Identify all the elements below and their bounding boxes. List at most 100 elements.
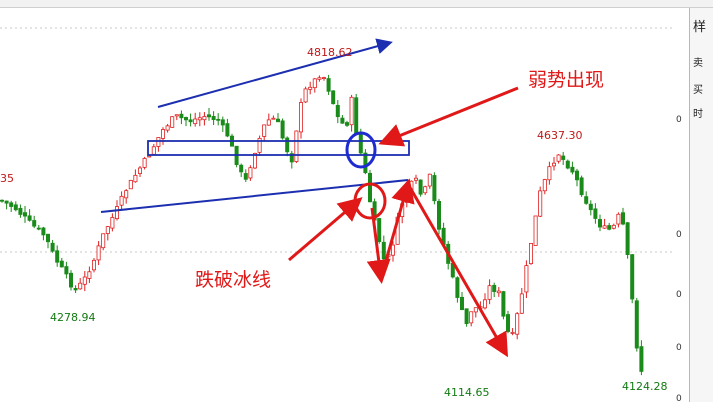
candle-body [588,203,593,211]
candle-body [552,162,557,167]
candle-body [165,125,170,131]
panel-label-time: 时 [693,109,703,120]
candle-body [354,97,359,134]
candle-body [469,311,474,324]
candle-body [170,116,175,128]
candle-body [147,155,152,158]
lower-trend-line [100,179,409,213]
candle-body [579,177,584,196]
price-tick: 0 [676,343,682,353]
candle-body [358,131,363,154]
support-box [147,140,410,156]
weak-arrow [378,86,519,147]
candle-body [275,118,280,123]
candle-body [317,77,322,80]
candle-body [496,290,501,294]
candle-body [524,265,529,293]
candle-body [377,218,382,243]
peak2-label: 4637.30 [537,129,583,142]
candle-body [41,227,46,236]
candle-body [294,130,299,162]
candle-body [243,173,248,180]
candle-body [482,299,487,309]
candles-group [0,74,644,376]
candle-body [625,222,630,255]
candle-body [547,166,552,181]
candle-body [639,346,644,372]
candle-body [542,179,547,192]
candle-body [367,172,372,203]
candle-body [616,213,621,225]
candle-body [59,260,64,268]
candle-body [280,120,285,139]
candle-body [611,224,616,229]
candle-body [459,296,464,311]
candle-body [621,212,626,225]
candle-body [575,170,580,181]
candle-body [133,174,138,183]
candle-body [262,124,267,137]
candle-body [533,215,538,246]
candle-body [36,227,41,230]
candle-body [538,190,543,217]
weak-callout: 弱势出现 [528,69,604,91]
candle-body [4,200,9,204]
candle-body [124,190,129,199]
candle-body [55,250,60,263]
candle-body [298,102,303,133]
candle-body [69,272,74,288]
panel-label-stock[interactable]: 样 [693,20,707,35]
candle-body [308,86,313,90]
candle-body [418,179,423,195]
candle-body [252,152,257,169]
candle-body [27,215,32,221]
candle-body [556,154,561,162]
candle-body [432,175,437,202]
candle-body [285,137,290,153]
high-label: 4818.62 [307,46,353,59]
candle-body [271,117,276,120]
candle-body [321,77,326,79]
candle-body [119,195,124,206]
candle-body [193,118,198,125]
price-tick: 0 [676,230,682,240]
candle-body [202,116,207,121]
quote-side-panel[interactable]: 样 卖 买 时 [689,8,713,402]
candle-body [96,245,101,261]
blue-circle [345,131,377,169]
candle-body [0,199,4,202]
candle-body [593,208,598,219]
candle-body [303,88,308,103]
candle-body [455,277,460,298]
candle-body [584,196,589,204]
candle-body [289,153,294,163]
candle-body [335,104,340,118]
candle-body [598,219,603,228]
candle-body [50,242,55,252]
candle-body [529,243,534,265]
candle-body [363,152,368,174]
candle-body [248,167,253,179]
candle-body [565,160,570,169]
price-tick: 0 [676,394,682,404]
price-tick: 0 [676,115,682,125]
low2-label: 4114.65 [444,386,490,399]
candle-body [436,201,441,230]
candle-body [18,207,23,215]
candle-body [32,220,37,227]
candle-body [349,96,354,126]
candle-body [607,225,612,230]
candle-body [174,114,179,117]
candle-body [266,119,271,126]
candle-body [487,285,492,300]
candle-body [92,259,97,271]
candle-body [211,116,216,120]
candle-body [128,180,133,190]
candle-body [501,291,506,317]
candle-body [179,113,184,119]
zigzag-arrow-2 [379,178,415,279]
panel-label-sell: 卖 [693,58,703,69]
candle-body [413,177,418,181]
candle-body [344,122,349,126]
candle-body [46,233,51,243]
